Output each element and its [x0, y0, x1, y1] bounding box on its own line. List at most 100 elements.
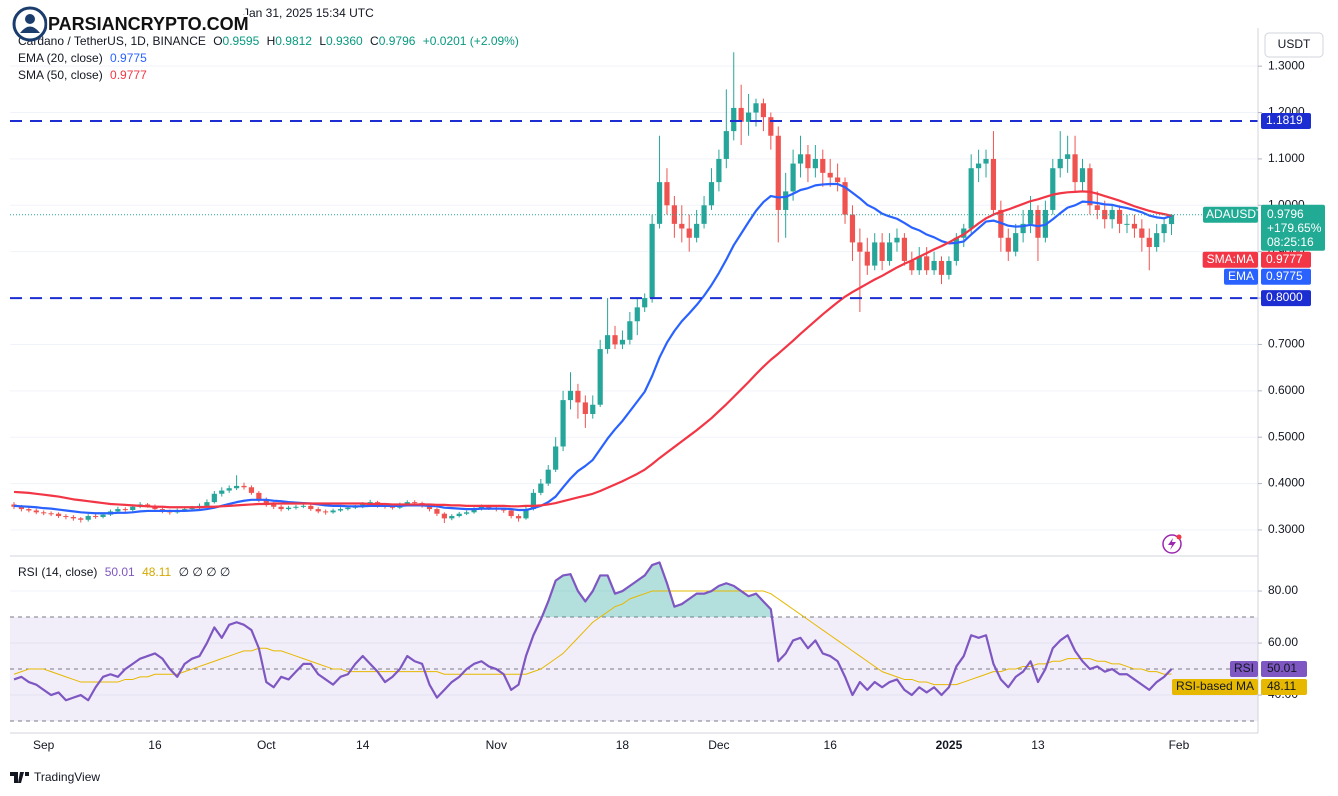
x-tick-label: Feb — [1169, 738, 1190, 752]
logo-body — [20, 26, 40, 33]
candle-body — [694, 223, 700, 238]
candle-body — [412, 502, 418, 504]
rsi-line — [13, 561, 1173, 702]
price-label: 0.9796 — [1267, 207, 1304, 221]
candle-body — [1154, 233, 1160, 248]
indicator-tag — [1223, 268, 1258, 285]
candle-body — [701, 205, 707, 224]
candle-body — [1050, 168, 1056, 210]
sma-legend: SMA (50, close) 0.9777 — [18, 68, 147, 82]
candle-body — [182, 509, 188, 511]
candle-body — [916, 256, 922, 271]
candle-body — [931, 260, 937, 271]
candle-body — [204, 502, 210, 506]
candle-body — [26, 509, 32, 511]
candle-body — [872, 242, 878, 266]
candle-body — [924, 256, 930, 271]
level-label: 1.1819 — [1266, 113, 1303, 127]
x-tick-label: Dec — [708, 738, 729, 752]
candle-body — [953, 237, 959, 261]
candle-body — [590, 404, 596, 415]
candle-body — [812, 158, 818, 169]
alert-dot[interactable] — [1176, 534, 1182, 540]
candle-body — [1072, 154, 1078, 183]
ohlc-value: 0.9595 — [223, 34, 260, 48]
candle-body — [768, 117, 774, 136]
candle-body — [1079, 168, 1086, 183]
indicator-value: 0.9777 — [1266, 252, 1303, 266]
candle-body — [48, 513, 54, 515]
candle-body — [642, 298, 648, 308]
rsi-tag — [1171, 679, 1258, 696]
candle-body — [1161, 224, 1167, 234]
candle-body — [263, 499, 269, 505]
candle-body — [597, 349, 603, 405]
logo-head — [25, 14, 35, 24]
level-tag — [1261, 290, 1311, 307]
candle-body — [241, 485, 247, 488]
rsi-legend: RSI (14, close) 50.01 48.11 ∅ ∅ ∅ ∅ — [18, 565, 230, 579]
rsi-background — [10, 616, 1258, 722]
candle-body — [1139, 228, 1145, 238]
alert-circle[interactable] — [1162, 534, 1182, 554]
candle-body — [508, 510, 514, 517]
y-tick-label: 0.7000 — [1268, 337, 1305, 351]
candle-body — [1087, 168, 1093, 206]
candle-body — [983, 158, 989, 164]
candle-body — [189, 507, 195, 510]
candle-body — [486, 506, 492, 509]
candle-body — [441, 513, 447, 519]
candle-body — [708, 182, 715, 206]
ohlc-value: 0.9796 — [379, 34, 416, 48]
legend-null-values: ∅ ∅ ∅ ∅ — [179, 565, 231, 579]
x-tick-label: Oct — [257, 738, 276, 752]
candle-body — [797, 154, 804, 164]
candle-body — [545, 469, 551, 484]
ohlc-value: 0.9812 — [275, 34, 312, 48]
candle-body — [745, 112, 752, 122]
alert-bolt[interactable] — [1168, 538, 1176, 550]
candle-body — [256, 492, 262, 500]
watermark-logo: PARSIANCRYPTO.COM — [12, 6, 251, 42]
currency[interactable]: USDT — [1278, 37, 1311, 51]
currency-box[interactable] — [1264, 32, 1324, 58]
candle-body — [835, 177, 841, 183]
candle-body — [968, 168, 974, 229]
y-tick-label: 0.3000 — [1268, 522, 1305, 536]
candle-body — [805, 154, 811, 169]
candle-body — [894, 237, 900, 243]
candle-body — [1124, 223, 1130, 225]
candle-body — [1027, 209, 1034, 224]
candle-body — [501, 509, 507, 511]
candle-body — [938, 260, 945, 275]
candle-body — [961, 228, 967, 238]
y-tick-label: 0.4000 — [1268, 476, 1305, 490]
indicator-value-tag — [1261, 251, 1311, 268]
candle-body — [976, 163, 982, 169]
alert-icon[interactable] — [1162, 534, 1182, 554]
rsi-tag-label: RSI-based MA — [1176, 679, 1254, 693]
candle-body — [70, 516, 76, 519]
y-tick-label: 0.6000 — [1268, 383, 1305, 397]
candle-body — [234, 485, 240, 489]
candle-body — [783, 191, 789, 210]
candle-body — [1020, 223, 1026, 234]
candle-body — [1116, 209, 1123, 224]
level-label: 0.8000 — [1266, 290, 1303, 304]
candle-body — [605, 335, 611, 350]
candle-body — [456, 513, 462, 517]
legend-name: SMA (50, close) — [18, 68, 103, 82]
candle-body — [41, 512, 47, 514]
candle-body — [248, 487, 255, 493]
indicator-tag-label: SMA:MA — [1207, 252, 1254, 266]
rsi-tag — [1229, 661, 1258, 678]
rsi-value-tag — [1261, 679, 1307, 696]
candle-body — [820, 158, 826, 173]
candle-body — [1168, 214, 1175, 225]
y-tick-label: 60.00 — [1268, 635, 1298, 649]
candle-body — [664, 182, 670, 206]
candle-body — [990, 158, 997, 210]
candle-body — [864, 251, 870, 266]
